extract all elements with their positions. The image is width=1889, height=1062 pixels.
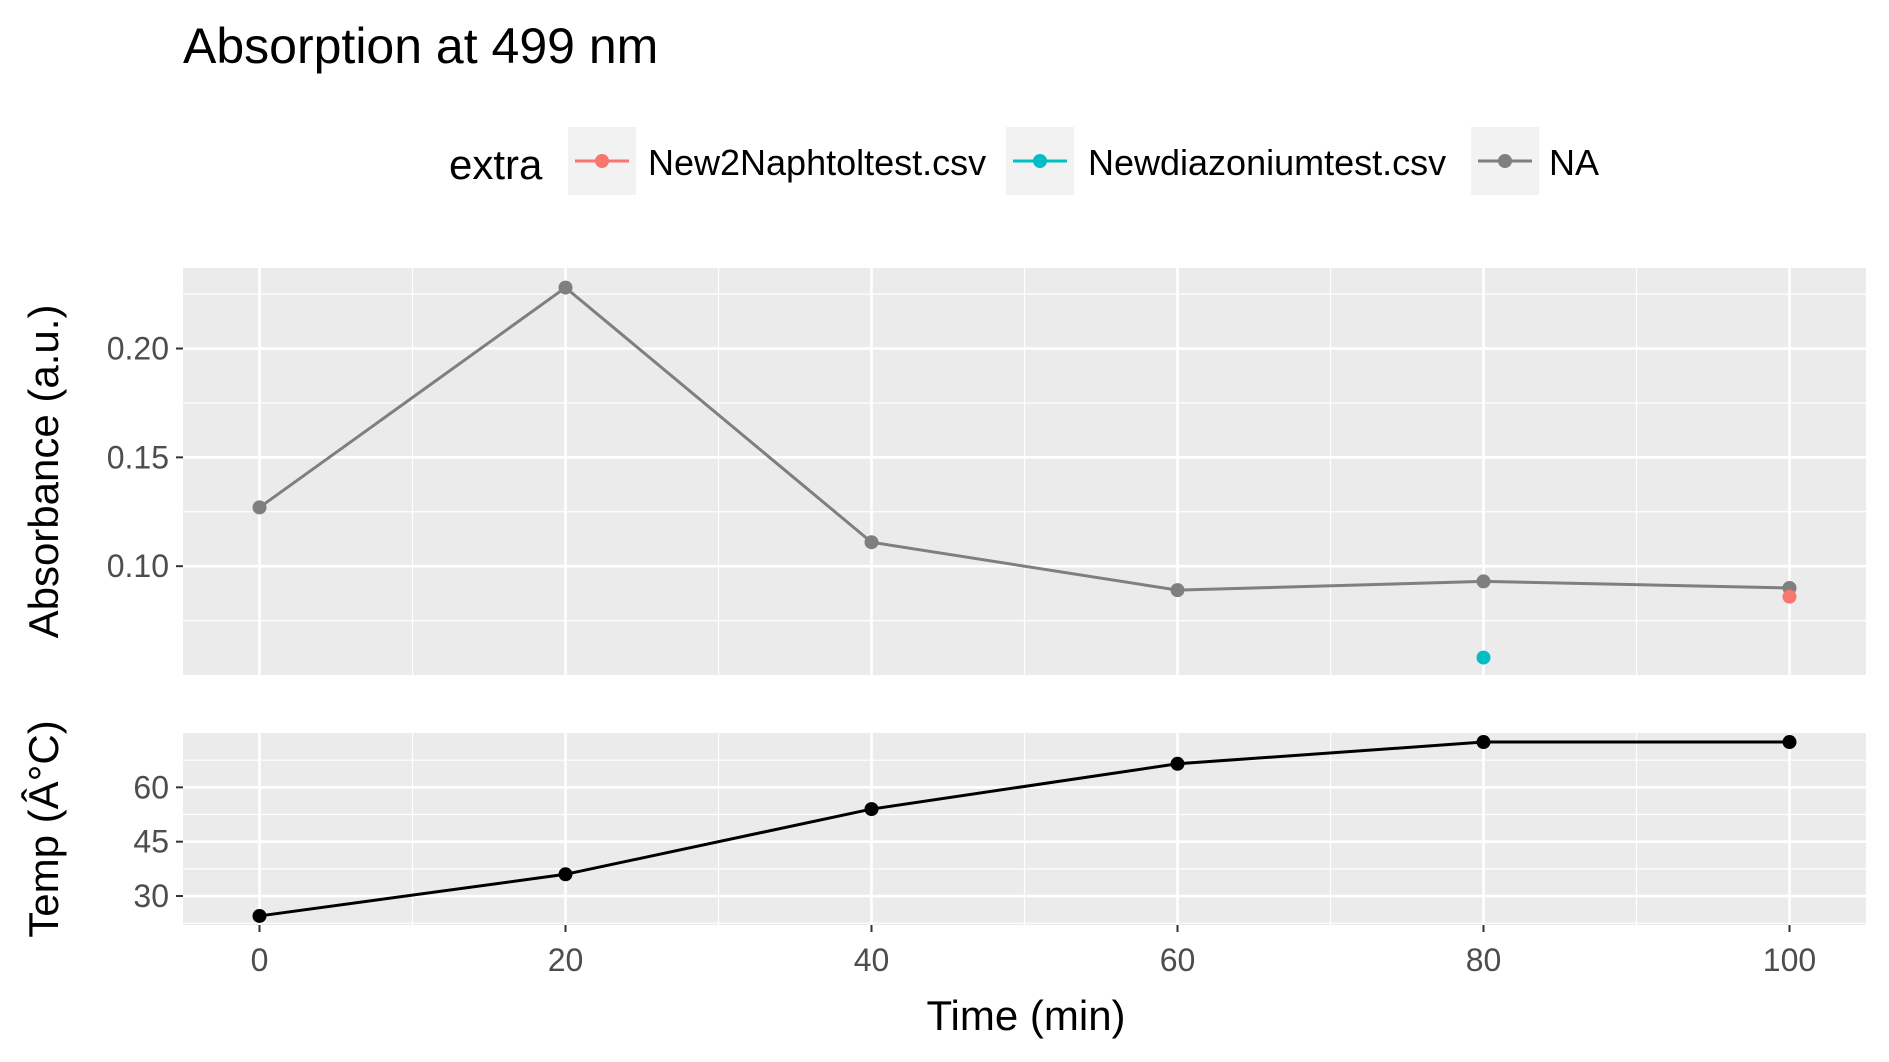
data-point bbox=[1170, 583, 1185, 598]
x-tick-label: 100 bbox=[1763, 942, 1816, 978]
x-axis-title: Time (min) bbox=[926, 992, 1125, 1039]
data-point bbox=[1782, 735, 1797, 750]
panel-1: 0.10 0.15 0.20 Absorbance (a.u.) bbox=[20, 268, 1866, 675]
data-point bbox=[1476, 735, 1491, 750]
x-tick-label: 80 bbox=[1466, 942, 1502, 978]
data-point bbox=[1782, 589, 1797, 604]
legend-entry: New2Naphtoltest.csv bbox=[568, 127, 986, 195]
legend-key-point bbox=[1033, 154, 1047, 168]
data-point bbox=[1476, 650, 1491, 665]
x-tick-label: 20 bbox=[548, 942, 584, 978]
legend-key-point bbox=[595, 154, 609, 168]
legend: extra New2Naphtoltest.csv Newdiazoniumtes… bbox=[449, 127, 1599, 195]
series-line bbox=[259, 740, 1790, 918]
legend-entry: Newdiazoniumtest.csv bbox=[1006, 127, 1446, 195]
data-point bbox=[252, 908, 267, 923]
series-line bbox=[258, 285, 1790, 592]
data-point bbox=[864, 802, 879, 817]
x-tick-label: 0 bbox=[251, 942, 269, 978]
data-point bbox=[558, 280, 573, 295]
x-tick-label: 40 bbox=[854, 942, 890, 978]
chart-title: Absorption at 499 nm bbox=[183, 18, 658, 74]
legend-title: extra bbox=[449, 141, 543, 188]
x-tick-label: 60 bbox=[1160, 942, 1196, 978]
legend-entry: NA bbox=[1471, 127, 1599, 195]
data-point bbox=[864, 535, 879, 550]
data-point bbox=[558, 867, 573, 882]
y-axis-title: Absorbance (a.u.) bbox=[20, 305, 67, 639]
legend-key-point bbox=[1498, 154, 1512, 168]
panel-2: 30 45 60 Temp (Â°C) 0 20 40 60 80 100 bbox=[20, 720, 1866, 978]
y-tick-label: 0.10 bbox=[107, 548, 169, 584]
y-tick-label: 0.20 bbox=[107, 331, 169, 367]
series bbox=[252, 735, 1797, 923]
legend-label: Newdiazoniumtest.csv bbox=[1088, 142, 1446, 183]
plot-panels: 0.10 0.15 0.20 Absorbance (a.u.) 30 45 60 Temp … bbox=[20, 268, 1866, 978]
data-point bbox=[252, 500, 267, 515]
data-point bbox=[1170, 756, 1185, 771]
y-tick-label: 30 bbox=[133, 878, 169, 914]
legend-label: New2Naphtoltest.csv bbox=[648, 142, 986, 183]
y-tick-label: 0.15 bbox=[107, 439, 169, 475]
legend-label: NA bbox=[1549, 142, 1599, 183]
series bbox=[1476, 650, 1491, 665]
series bbox=[1782, 589, 1797, 604]
data-point bbox=[1476, 574, 1491, 589]
y-tick-label: 45 bbox=[133, 824, 169, 860]
y-axis-title: Temp (Â°C) bbox=[20, 720, 67, 938]
y-tick-label: 60 bbox=[133, 769, 169, 805]
